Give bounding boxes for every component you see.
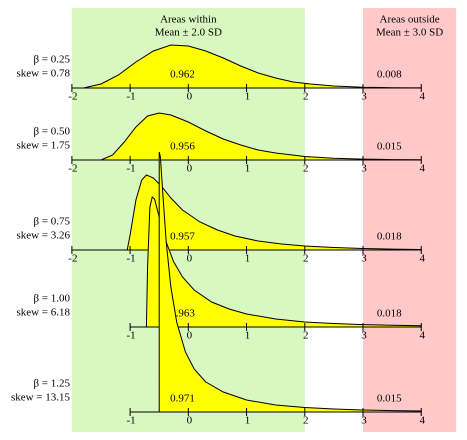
x-tick-label: 4 <box>419 163 425 175</box>
x-tick-label: 0 <box>187 253 193 265</box>
panel-label: skew = 6.18 <box>16 307 70 319</box>
x-tick-label: 0 <box>187 415 193 427</box>
band-title: Areas within <box>160 14 217 26</box>
area-within: 0.962 <box>170 69 195 81</box>
x-tick-label: 1 <box>245 91 251 103</box>
x-tick-label: 2 <box>303 415 309 427</box>
x-tick-label: 0 <box>187 163 193 175</box>
x-tick-label: -1 <box>127 91 136 103</box>
x-tick-label: -1 <box>127 253 136 265</box>
x-tick-label: 2 <box>303 330 309 342</box>
x-tick-label: 4 <box>419 91 425 103</box>
panel-label: skew = 0.78 <box>16 68 70 80</box>
x-tick-label: 1 <box>245 415 251 427</box>
x-tick-label: -1 <box>127 330 136 342</box>
area-within: 0.956 <box>170 141 195 153</box>
x-tick-label: 2 <box>303 253 309 265</box>
panel-label: β = 0.25 <box>33 54 70 66</box>
band-title: Areas outside <box>380 14 440 26</box>
panel-label: skew = 1.75 <box>16 140 70 152</box>
x-tick-label: 2 <box>303 163 309 175</box>
panel-label: β = 1.25 <box>33 378 70 390</box>
x-tick-label: 3 <box>361 91 367 103</box>
area-outside: 0.018 <box>377 231 402 243</box>
x-tick-label: 4 <box>419 330 425 342</box>
area-within: 0.963 <box>170 308 195 320</box>
area-outside: 0.008 <box>377 69 402 81</box>
x-tick-label: 1 <box>245 330 251 342</box>
x-tick-label: -2 <box>68 163 77 175</box>
x-tick-label: 1 <box>245 253 251 265</box>
x-tick-label: -1 <box>127 163 136 175</box>
band-title: Mean ± 2.0 SD <box>155 27 222 39</box>
panel-label: skew = 13.15 <box>11 392 71 404</box>
area-within: 0.971 <box>170 393 195 405</box>
area-outside: 0.015 <box>377 393 402 405</box>
area-outside: 0.018 <box>377 308 402 320</box>
x-tick-label: 3 <box>361 330 367 342</box>
x-tick-label: 3 <box>361 415 367 427</box>
x-tick-label: 0 <box>187 91 193 103</box>
x-tick-label: -2 <box>68 253 77 265</box>
density-curve <box>158 151 422 413</box>
panel-label: β = 0.75 <box>33 216 70 228</box>
x-tick-label: 1 <box>245 163 251 175</box>
panel-label: β = 1.00 <box>33 293 70 305</box>
x-tick-label: 4 <box>419 415 425 427</box>
x-tick-label: 3 <box>361 163 367 175</box>
panel-label: skew = 3.26 <box>16 230 70 242</box>
area-within: 0.957 <box>170 231 195 243</box>
x-tick-label: 2 <box>303 91 309 103</box>
x-tick-label: 4 <box>419 253 425 265</box>
band-title: Mean ± 3.0 SD <box>376 27 443 39</box>
area-outside: 0.015 <box>377 141 402 153</box>
x-tick-label: 3 <box>361 253 367 265</box>
x-tick-label: 0 <box>187 330 193 342</box>
panel-label: β = 0.50 <box>33 126 70 138</box>
x-tick-label: -2 <box>68 91 77 103</box>
density-curve <box>126 174 422 251</box>
x-tick-label: -1 <box>127 415 136 427</box>
band <box>363 8 457 432</box>
